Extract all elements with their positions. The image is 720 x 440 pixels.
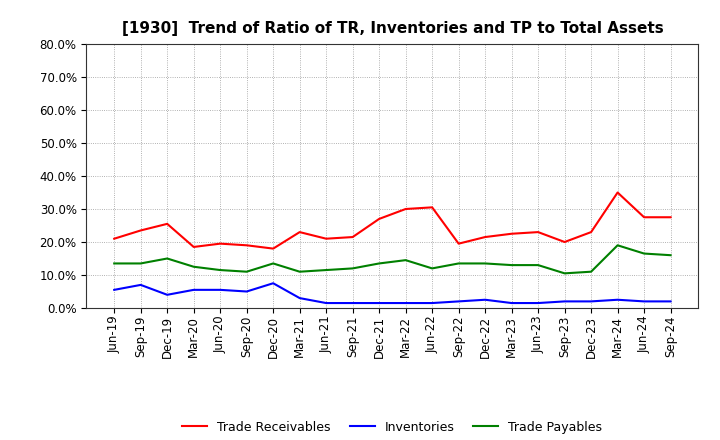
Inventories: [640, 299, 649, 304]
Inventories: [454, 299, 463, 304]
Trade Payables: [560, 271, 569, 276]
Trade Receivables: [481, 235, 490, 240]
Trade Payables: [189, 264, 198, 269]
Inventories: [243, 289, 251, 294]
Inventories: [613, 297, 622, 302]
Trade Payables: [428, 266, 436, 271]
Trade Receivables: [110, 236, 119, 241]
Inventories: [136, 282, 145, 288]
Trade Payables: [508, 262, 516, 268]
Inventories: [295, 296, 304, 301]
Trade Receivables: [136, 228, 145, 233]
Inventories: [428, 301, 436, 306]
Trade Payables: [216, 268, 225, 273]
Inventories: [110, 287, 119, 293]
Trade Receivables: [375, 216, 384, 221]
Line: Trade Receivables: Trade Receivables: [114, 193, 670, 249]
Title: [1930]  Trend of Ratio of TR, Inventories and TP to Total Assets: [1930] Trend of Ratio of TR, Inventories…: [122, 21, 663, 36]
Trade Payables: [481, 261, 490, 266]
Trade Payables: [454, 261, 463, 266]
Trade Receivables: [163, 221, 171, 227]
Trade Receivables: [401, 206, 410, 212]
Trade Payables: [534, 262, 542, 268]
Line: Trade Payables: Trade Payables: [114, 246, 670, 273]
Inventories: [163, 292, 171, 297]
Trade Payables: [295, 269, 304, 275]
Trade Payables: [322, 268, 330, 273]
Inventories: [666, 299, 675, 304]
Trade Payables: [613, 243, 622, 248]
Trade Receivables: [428, 205, 436, 210]
Inventories: [375, 301, 384, 306]
Trade Receivables: [587, 230, 595, 235]
Inventories: [348, 301, 357, 306]
Trade Payables: [269, 261, 277, 266]
Trade Payables: [348, 266, 357, 271]
Inventories: [508, 301, 516, 306]
Inventories: [269, 281, 277, 286]
Trade Receivables: [243, 243, 251, 248]
Trade Receivables: [534, 230, 542, 235]
Inventories: [481, 297, 490, 302]
Inventories: [401, 301, 410, 306]
Inventories: [587, 299, 595, 304]
Trade Payables: [243, 269, 251, 275]
Trade Receivables: [189, 244, 198, 249]
Inventories: [189, 287, 198, 293]
Line: Inventories: Inventories: [114, 283, 670, 303]
Trade Payables: [110, 261, 119, 266]
Trade Receivables: [640, 215, 649, 220]
Trade Receivables: [613, 190, 622, 195]
Trade Payables: [163, 256, 171, 261]
Trade Payables: [136, 261, 145, 266]
Trade Payables: [666, 253, 675, 258]
Trade Payables: [375, 261, 384, 266]
Trade Receivables: [666, 215, 675, 220]
Trade Receivables: [454, 241, 463, 246]
Inventories: [216, 287, 225, 293]
Trade Receivables: [560, 239, 569, 245]
Trade Payables: [587, 269, 595, 275]
Trade Receivables: [322, 236, 330, 241]
Trade Payables: [640, 251, 649, 256]
Trade Receivables: [295, 230, 304, 235]
Inventories: [560, 299, 569, 304]
Legend: Trade Receivables, Inventories, Trade Payables: Trade Receivables, Inventories, Trade Pa…: [177, 416, 608, 439]
Trade Payables: [401, 257, 410, 263]
Trade Receivables: [348, 235, 357, 240]
Inventories: [534, 301, 542, 306]
Trade Receivables: [508, 231, 516, 236]
Trade Receivables: [269, 246, 277, 251]
Trade Receivables: [216, 241, 225, 246]
Inventories: [322, 301, 330, 306]
